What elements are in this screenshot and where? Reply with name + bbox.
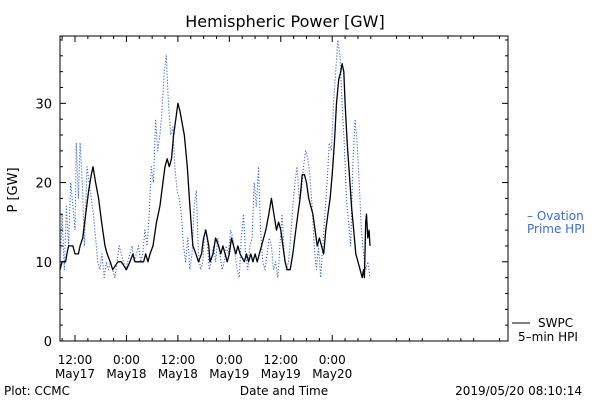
x-tick-label-date-1: May18 [106,367,146,381]
x-tick-label-time-3: 0:00 [216,353,243,367]
series-swpc-5min-hpi [59,63,371,279]
x-tick-label-time-5: 0:00 [319,353,346,367]
y-tick-label-0: 0 [44,335,52,350]
y-tick-label-20: 20 [35,177,52,192]
legend-ovation-line2: Prime HPI [527,222,585,236]
x-tick-label-time-1: 0:00 [113,353,140,367]
legend-ovation-line1: – Ovation [527,209,584,223]
x-tick-label-time-2: 12:00 [161,353,196,367]
series-layer [59,39,371,279]
x-tick-label-date-2: May18 [158,367,198,381]
y-axis: 0 10 20 30 [35,39,508,350]
x-tick-label-time-0: 12:00 [58,353,93,367]
x-tick-label-date-3: May19 [209,367,249,381]
timestamp: 2019/05/20 08:10:14 [455,384,582,398]
x-tick-label-date-4: May19 [261,367,301,381]
x-axis-label: Date and Time [240,384,328,398]
y-tick-label-30: 30 [35,97,52,112]
legend-swpc-line1: SWPC [538,316,573,330]
x-tick-label-time-4: 12:00 [263,353,298,367]
plot-credit: Plot: CCMC [4,384,70,398]
legend: – Ovation Prime HPI SWPC 5–min HPI [512,209,585,344]
legend-swpc-line2: 5–min HPI [518,330,578,344]
y-tick-label-10: 10 [35,256,52,271]
plot-frame [59,35,509,342]
plot-area [59,35,509,342]
x-tick-label-date-0: May17 [55,367,95,381]
chart-title: Hemispheric Power [GW] [185,12,384,31]
x-tick-label-date-5: May20 [312,367,352,381]
y-axis-label: P [GW] [6,167,21,212]
x-axis: 12:00May170:00May1812:00May180:00May1912… [55,36,500,381]
